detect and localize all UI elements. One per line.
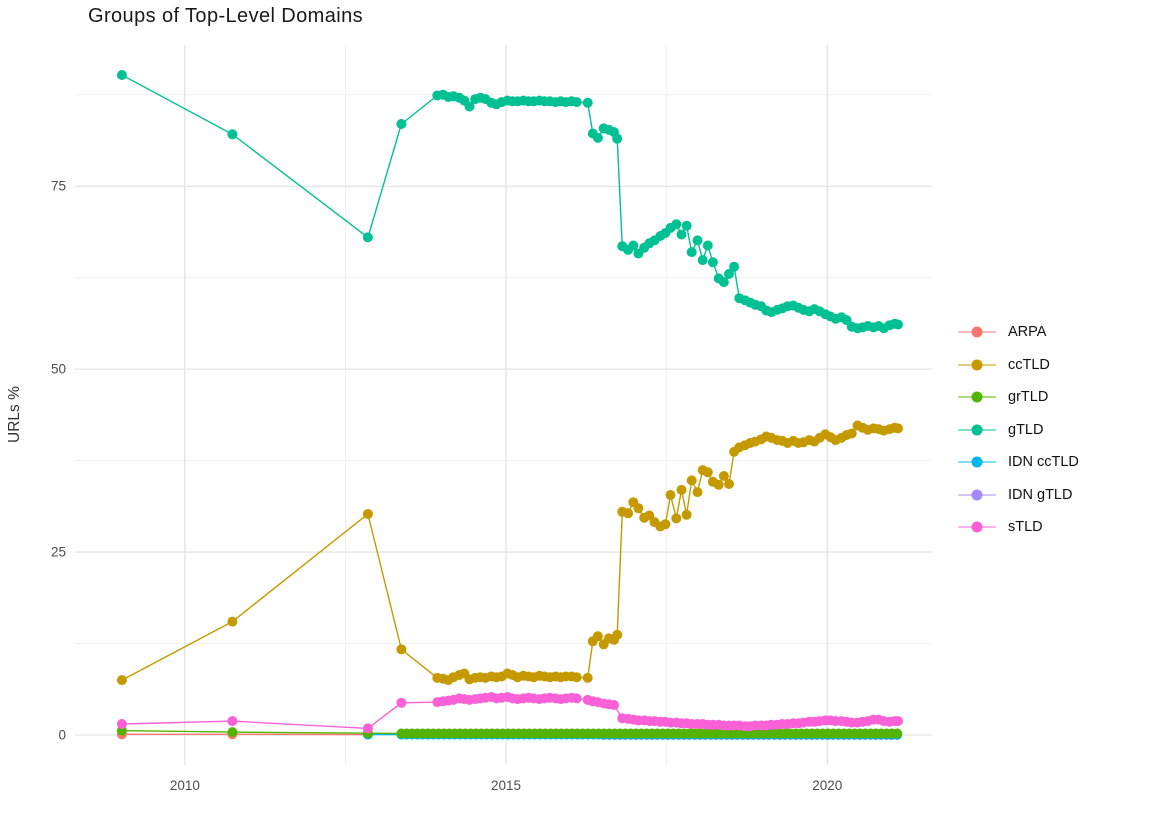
legend: ARPA ccTLD grTLD gTLD IDN ccTLD IDN gTLD sTLD	[958, 316, 1079, 544]
svg-text:25: 25	[51, 545, 66, 560]
legend-label-idn-cctld: IDN ccTLD	[1008, 454, 1079, 471]
legend-key-stld-icon	[958, 520, 996, 534]
series-cctld	[116, 420, 903, 686]
legend-item-gtld: gTLD	[958, 414, 1079, 447]
svg-text:2010: 2010	[170, 778, 200, 793]
legend-item-idn-cctld: IDN ccTLD	[958, 446, 1079, 479]
legend-key-idn-cctld-icon	[958, 455, 996, 469]
svg-text:50: 50	[51, 362, 66, 377]
legend-key-arpa-icon	[958, 325, 996, 339]
legend-key-cctld-icon	[958, 358, 996, 372]
legend-label-grtld: grTLD	[1008, 389, 1049, 406]
svg-text:2020: 2020	[812, 778, 842, 793]
legend-key-grtld-icon	[958, 390, 996, 404]
gridlines-minor	[75, 45, 932, 765]
legend-item-idn-gtld: IDN gTLD	[958, 479, 1079, 512]
svg-text:0: 0	[58, 728, 66, 743]
legend-label-cctld: ccTLD	[1008, 356, 1050, 373]
legend-label-idn-gtld: IDN gTLD	[1008, 486, 1073, 503]
series-stld	[116, 692, 903, 734]
legend-label-stld: sTLD	[1008, 519, 1043, 536]
series-cctld-line	[121, 424, 899, 681]
legend-item-grtld: grTLD	[958, 381, 1079, 414]
legend-label-arpa: ARPA	[1008, 324, 1047, 341]
series-grtld	[116, 725, 903, 739]
chart-title: Groups of Top-Level Domains	[88, 5, 364, 27]
legend-label-gtld: gTLD	[1008, 421, 1044, 438]
legend-item-stld: sTLD	[958, 511, 1079, 544]
svg-text:2015: 2015	[491, 778, 521, 793]
legend-item-arpa: ARPA	[958, 316, 1079, 349]
legend-key-gtld-icon	[958, 423, 996, 437]
svg-text:75: 75	[51, 179, 66, 194]
gridlines-major	[75, 45, 932, 765]
series-gtld-line	[121, 74, 899, 329]
y-axis-tick-labels: 0 25 50 75	[51, 179, 66, 743]
x-axis-tick-labels: 2010 2015 2020	[170, 778, 842, 793]
legend-key-idn-gtld-icon	[958, 488, 996, 502]
series-gtld	[116, 70, 903, 334]
legend-item-cctld: ccTLD	[958, 349, 1079, 382]
